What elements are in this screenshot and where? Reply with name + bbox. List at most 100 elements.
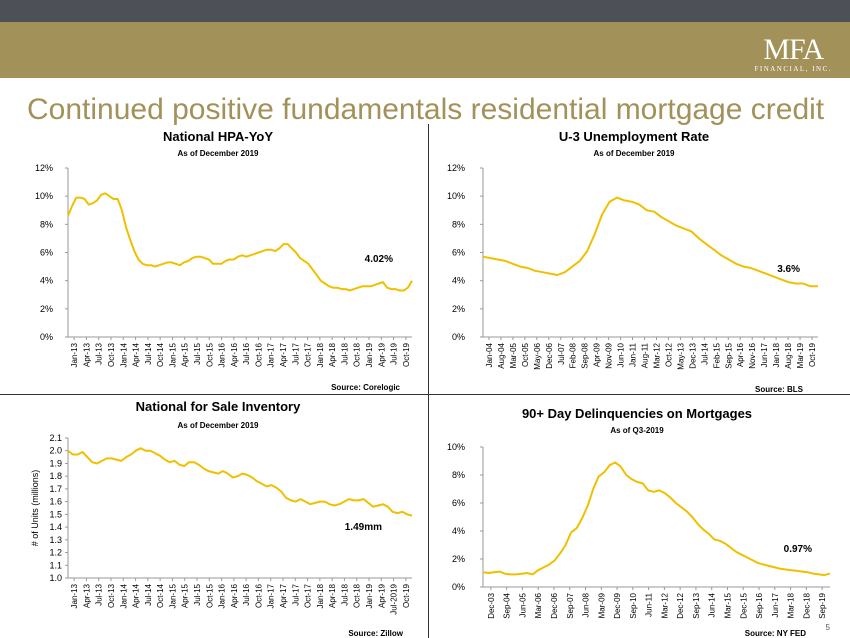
x-tick-label: Jan-13 bbox=[70, 342, 79, 367]
x-tick-label: Jun-11 bbox=[645, 592, 654, 616]
x-tick-label: Dec-12 bbox=[676, 592, 685, 618]
chart-subtitle: As of Q3-2019 bbox=[610, 426, 664, 435]
chart-4: 90+ Day Delinquencies on Mortgages As of … bbox=[447, 406, 831, 638]
x-tick-label: Apr-18 bbox=[328, 342, 337, 367]
series-line bbox=[67, 192, 413, 292]
y-tick-label: 1.4 bbox=[49, 522, 62, 532]
chart-title: U-3 Unemployment Rate bbox=[559, 129, 709, 144]
x-tick-label: Jul-14 bbox=[144, 583, 153, 605]
x-tick-label: Apr-15 bbox=[181, 583, 190, 608]
x-tick-label: Mar-12 bbox=[660, 592, 669, 618]
x-tick-label: Jan-16 bbox=[218, 583, 227, 608]
x-tick-label: Jan-19 bbox=[365, 342, 374, 367]
chart-subtitle: As of December 2019 bbox=[178, 149, 259, 158]
x-tick-label: Jan-04 bbox=[485, 342, 494, 367]
x-tick-label: Jul-14 bbox=[144, 342, 153, 364]
x-tick-label: Oct-16 bbox=[254, 342, 263, 367]
x-tick-label: Oct-16 bbox=[254, 583, 263, 608]
x-tick-label: Jan-14 bbox=[119, 342, 128, 367]
x-tick-label: Jul-17 bbox=[291, 583, 300, 605]
x-tick-label: Jan-18 bbox=[316, 583, 325, 608]
x-tick-label: Jan-18 bbox=[316, 342, 325, 367]
x-tick-label: Sep-10 bbox=[629, 592, 638, 618]
x-tick-label: Jun-08 bbox=[582, 592, 591, 617]
x-tick-label: Mar-18 bbox=[787, 592, 796, 618]
y-tick-label: 4% bbox=[452, 526, 465, 536]
source-label: Source: Corelogic bbox=[331, 383, 400, 392]
y-tick-label: 4% bbox=[452, 276, 465, 286]
x-tick-label: Aug-18 bbox=[784, 342, 793, 368]
x-tick-label: May-06 bbox=[533, 342, 542, 369]
y-tick-label: 6% bbox=[40, 248, 53, 258]
last-value-label: 4.02% bbox=[365, 254, 393, 265]
x-tick-label: Oct-19 bbox=[402, 583, 411, 608]
y-tick-label: 1.3 bbox=[49, 535, 62, 545]
y-tick-label: 1.2 bbox=[49, 548, 62, 558]
chart-title: 90+ Day Delinquencies on Mortgages bbox=[522, 406, 752, 421]
y-tick-label: 1.9 bbox=[49, 458, 62, 468]
x-tick-label: Oct-18 bbox=[353, 583, 362, 608]
y-tick-label: 1.8 bbox=[49, 471, 62, 481]
x-tick-label: Apr-19 bbox=[377, 342, 386, 367]
chart-title: National for Sale Inventory bbox=[136, 399, 301, 414]
x-tick-label: Jun-10 bbox=[617, 342, 626, 367]
x-tick-label: Mar-06 bbox=[534, 592, 543, 618]
x-tick-label: Dec-09 bbox=[613, 592, 622, 618]
x-tick-label: Jul-15 bbox=[193, 583, 202, 605]
x-tick-label: Oct-13 bbox=[107, 583, 116, 608]
x-tick-label: Aug-11 bbox=[641, 342, 650, 368]
page-number: 5 bbox=[825, 623, 830, 632]
series-line bbox=[482, 461, 831, 577]
series-line bbox=[67, 447, 413, 517]
x-tick-label: Mar-05 bbox=[509, 342, 518, 368]
x-tick-label: Apr-17 bbox=[279, 342, 288, 367]
y-tick-label: 1.1 bbox=[49, 560, 62, 570]
x-tick-label: Jul-2019 bbox=[390, 583, 399, 614]
x-tick-label: Sep-07 bbox=[566, 592, 575, 618]
y-tick-label: 0% bbox=[452, 332, 465, 342]
y-tick-label: 12% bbox=[447, 163, 465, 173]
y-axis-label: # of Units (millions) bbox=[30, 470, 40, 547]
x-tick-label: Jan-17 bbox=[267, 583, 276, 608]
horizontal-divider bbox=[0, 394, 850, 395]
x-tick-label: Sep-08 bbox=[581, 342, 590, 368]
source-label: Source: NY FED bbox=[745, 629, 806, 638]
x-tick-label: Apr-13 bbox=[82, 342, 91, 367]
y-tick-label: 0% bbox=[40, 332, 53, 342]
x-tick-label: Nov-16 bbox=[748, 342, 757, 368]
top-band bbox=[0, 0, 850, 22]
x-tick-label: Jun-05 bbox=[518, 592, 527, 617]
chart-subtitle: As of December 2019 bbox=[178, 421, 259, 430]
y-tick-label: 2% bbox=[452, 304, 465, 314]
x-tick-label: Oct-17 bbox=[304, 583, 313, 608]
x-tick-label: Dec-18 bbox=[802, 592, 811, 618]
y-tick-label: 8% bbox=[452, 470, 465, 480]
chart-title: National HPA-YoY bbox=[163, 129, 273, 144]
x-tick-label: Dec-03 bbox=[487, 592, 496, 618]
x-tick-label: Dec-06 bbox=[550, 592, 559, 618]
last-value-label: 0.97% bbox=[784, 544, 812, 555]
source-label: Source: Zillow bbox=[348, 629, 403, 638]
x-tick-label: Oct-14 bbox=[156, 583, 165, 608]
x-tick-label: Dec-15 bbox=[739, 592, 748, 618]
y-tick-label: 10% bbox=[447, 442, 465, 452]
x-tick-label: Apr-17 bbox=[279, 583, 288, 608]
y-tick-label: 6% bbox=[452, 498, 465, 508]
vertical-divider bbox=[428, 124, 429, 638]
x-tick-label: Jun-17 bbox=[760, 342, 769, 367]
y-tick-label: 10% bbox=[447, 191, 465, 201]
x-tick-label: Jan-19 bbox=[365, 583, 374, 608]
x-tick-label: Apr-13 bbox=[82, 583, 91, 608]
x-tick-label: Apr-16 bbox=[736, 342, 745, 367]
x-tick-label: Mar-19 bbox=[796, 342, 805, 368]
x-tick-label: Jul-13 bbox=[95, 583, 104, 605]
x-tick-label: Nov-09 bbox=[605, 342, 614, 368]
chart-1: National HPA-YoY As of December 2019 0% 2% 4… bbox=[35, 129, 413, 392]
x-tick-label: Apr-19 bbox=[377, 583, 386, 608]
x-tick-label: Jul-18 bbox=[340, 583, 349, 605]
y-tick-label: 0% bbox=[452, 582, 465, 592]
x-tick-label: Apr-16 bbox=[230, 342, 239, 367]
x-tick-label: Mar-12 bbox=[652, 342, 661, 368]
x-tick-label: Oct-13 bbox=[107, 342, 116, 367]
